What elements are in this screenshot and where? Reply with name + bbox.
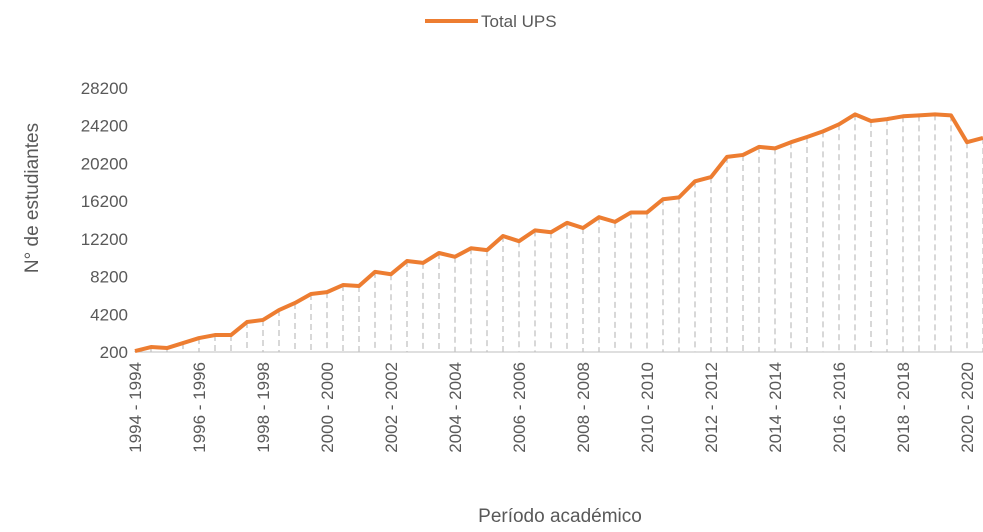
y-tick-label: 24200 bbox=[81, 117, 128, 136]
x-tick-label: 2006 - 2006 bbox=[510, 362, 529, 453]
x-tick-label: 2018 - 2018 bbox=[894, 362, 913, 453]
x-tick-label: 2008 - 2008 bbox=[574, 362, 593, 453]
x-tick-label: 2010 - 2010 bbox=[638, 362, 657, 453]
x-tick-label: 2016 - 2016 bbox=[830, 362, 849, 453]
y-tick-label: 200 bbox=[100, 343, 128, 362]
x-tick-label: 2020 - 2020 bbox=[958, 362, 977, 453]
legend-label: Total UPS bbox=[481, 12, 557, 31]
y-tick-label: 16200 bbox=[81, 192, 128, 211]
x-tick-label: 2002 - 2002 bbox=[382, 362, 401, 453]
y-tick-label: 28200 bbox=[81, 79, 128, 98]
x-tick-label: 2004 - 2004 bbox=[446, 362, 465, 453]
y-tick-label: 20200 bbox=[81, 154, 128, 173]
y-axis-title: N° de estudiantes bbox=[22, 123, 43, 273]
x-axis-title: Período académico bbox=[478, 506, 642, 527]
y-tick-label: 8200 bbox=[90, 268, 128, 287]
y-tick-label: 12200 bbox=[81, 230, 128, 249]
x-tick-label: 2000 - 2000 bbox=[318, 362, 337, 453]
x-tick-label: 1994 - 1994 bbox=[126, 362, 145, 453]
x-tick-label: 2012 - 2012 bbox=[702, 362, 721, 453]
data-line bbox=[134, 112, 983, 353]
y-tick-label: 4200 bbox=[90, 305, 128, 324]
x-tick-label: 1996 - 1996 bbox=[190, 362, 209, 453]
x-tick-label: 2014 - 2014 bbox=[766, 362, 785, 453]
x-tick-label: 1998 - 1998 bbox=[254, 362, 273, 453]
